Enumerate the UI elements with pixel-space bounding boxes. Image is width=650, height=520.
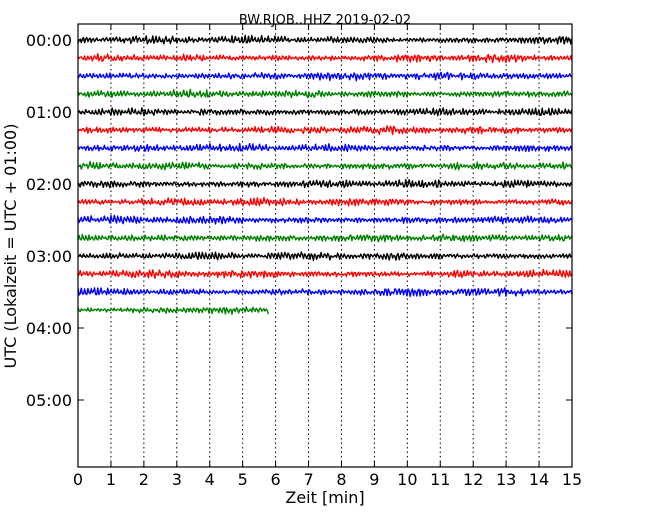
trace-0300 — [77, 251, 573, 262]
y-tick-label: 00:00 — [26, 31, 72, 50]
plot-frame — [77, 23, 573, 468]
grid-lines — [110, 24, 540, 467]
x-tick-labels: 0 1 2 3 4 5 6 7 8 9 10 11 12 13 14 15 — [73, 470, 582, 489]
trace-0245 — [77, 233, 573, 243]
x-tick-label: 3 — [172, 470, 182, 489]
y-tick-labels: 00:00 01:00 02:00 03:00 04:00 05:00 — [26, 31, 72, 410]
x-tick-label: 8 — [336, 470, 346, 489]
y-tick-label: 01:00 — [26, 103, 72, 122]
x-tick-label: 14 — [529, 470, 549, 489]
x-axis-label: Zeit [min] — [285, 488, 364, 507]
trace-group — [77, 34, 573, 315]
trace-0030 — [77, 71, 573, 82]
x-tick-label: 1 — [106, 470, 116, 489]
trace-0000 — [77, 34, 573, 45]
x-tick-label: 5 — [238, 470, 248, 489]
trace-0230 — [77, 214, 573, 225]
trace-0200 — [77, 178, 573, 189]
trace-0330 — [77, 287, 573, 298]
y-tick-label: 02:00 — [26, 175, 72, 194]
trace-0130 — [77, 142, 573, 153]
chart-title: BW.RJOB..HHZ 2019-02-02 — [239, 13, 411, 28]
trace-0315 — [77, 268, 573, 279]
x-tick-label: 2 — [139, 470, 149, 489]
trace-0115 — [77, 125, 573, 136]
trace-0145 — [77, 160, 573, 171]
x-tick-label: 6 — [271, 470, 281, 489]
x-tick-label: 0 — [73, 470, 83, 489]
trace-0045 — [77, 88, 573, 99]
trace-0345 — [77, 306, 269, 315]
trace-0215 — [77, 196, 573, 207]
x-tick-label: 11 — [430, 470, 450, 489]
x-tick-label: 9 — [369, 470, 379, 489]
x-tick-label: 13 — [496, 470, 516, 489]
x-tick-label: 7 — [303, 470, 313, 489]
y-tick-label: 03:00 — [26, 247, 72, 266]
y-axis-label: UTC (Lokalzeit = UTC + 01:00) — [1, 124, 20, 369]
trace-0100 — [77, 107, 573, 117]
x-tick-label: 10 — [397, 470, 417, 489]
y-tick-label: 05:00 — [26, 391, 72, 410]
y-tick-label: 04:00 — [26, 319, 72, 338]
x-tick-label: 12 — [463, 470, 483, 489]
x-tick-label: 15 — [562, 470, 582, 489]
x-tick-label: 4 — [205, 470, 215, 489]
trace-0015 — [77, 52, 573, 64]
